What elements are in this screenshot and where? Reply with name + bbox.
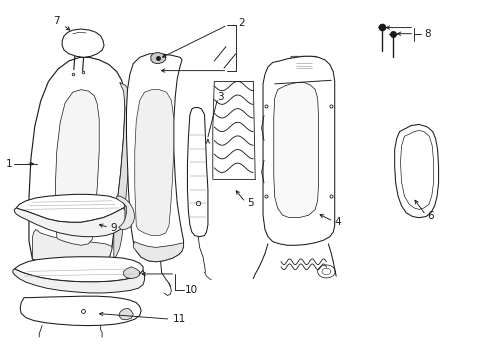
Text: 10: 10 (184, 285, 198, 296)
Text: 5: 5 (246, 198, 253, 208)
Polygon shape (126, 54, 183, 262)
Polygon shape (273, 82, 318, 218)
Polygon shape (14, 257, 143, 282)
Text: 11: 11 (172, 314, 185, 324)
Polygon shape (133, 242, 183, 262)
Polygon shape (117, 196, 135, 229)
Polygon shape (187, 108, 207, 237)
Text: 6: 6 (427, 211, 433, 221)
Polygon shape (394, 125, 438, 218)
Polygon shape (135, 90, 173, 235)
Text: 4: 4 (334, 217, 341, 227)
Text: 9: 9 (110, 224, 116, 233)
Text: 7: 7 (53, 17, 60, 27)
Polygon shape (20, 296, 141, 325)
Polygon shape (55, 90, 99, 245)
Text: 3: 3 (217, 92, 224, 102)
Polygon shape (14, 208, 125, 237)
Text: 1: 1 (6, 159, 13, 169)
Polygon shape (13, 269, 144, 293)
Text: 8: 8 (423, 29, 430, 39)
Polygon shape (32, 229, 112, 270)
Polygon shape (263, 56, 334, 245)
Polygon shape (114, 82, 131, 259)
FancyBboxPatch shape (290, 56, 317, 72)
Polygon shape (151, 53, 165, 63)
Polygon shape (29, 57, 125, 270)
Polygon shape (119, 309, 133, 320)
Polygon shape (123, 267, 140, 279)
Polygon shape (62, 29, 104, 57)
Polygon shape (16, 194, 125, 222)
Text: 2: 2 (238, 18, 245, 28)
